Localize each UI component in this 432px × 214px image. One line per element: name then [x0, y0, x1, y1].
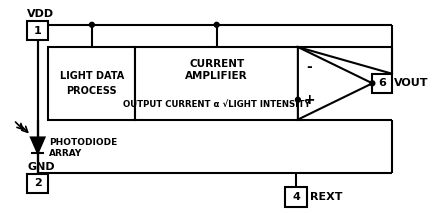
Text: -: - — [307, 60, 312, 74]
Text: 6: 6 — [378, 78, 386, 88]
Circle shape — [295, 97, 300, 102]
Text: 2: 2 — [34, 178, 41, 188]
Text: 1: 1 — [34, 26, 41, 36]
Text: CURRENT: CURRENT — [189, 59, 244, 70]
Text: REXT: REXT — [309, 192, 342, 202]
Circle shape — [214, 22, 219, 27]
Bar — [27, 174, 48, 193]
Circle shape — [370, 81, 375, 86]
Text: ARRAY: ARRAY — [49, 149, 83, 158]
Text: PROCESS: PROCESS — [67, 86, 117, 96]
Bar — [285, 187, 307, 207]
Polygon shape — [31, 137, 44, 153]
Text: AMPLIFIER: AMPLIFIER — [185, 71, 248, 81]
Polygon shape — [298, 47, 372, 120]
Text: VDD: VDD — [27, 9, 54, 19]
Text: LIGHT DATA: LIGHT DATA — [60, 71, 124, 80]
Bar — [48, 47, 135, 120]
Bar — [27, 21, 48, 40]
Text: +: + — [304, 93, 315, 107]
Text: GND: GND — [27, 162, 55, 172]
Bar — [135, 47, 298, 120]
Bar — [372, 74, 392, 93]
Text: PHOTODIODE: PHOTODIODE — [49, 138, 118, 147]
Circle shape — [89, 22, 94, 27]
Text: 4: 4 — [292, 192, 300, 202]
Text: VOUT: VOUT — [394, 78, 428, 88]
Text: OUTPUT CURRENT α √LIGHT INTENSITY: OUTPUT CURRENT α √LIGHT INTENSITY — [123, 100, 311, 108]
